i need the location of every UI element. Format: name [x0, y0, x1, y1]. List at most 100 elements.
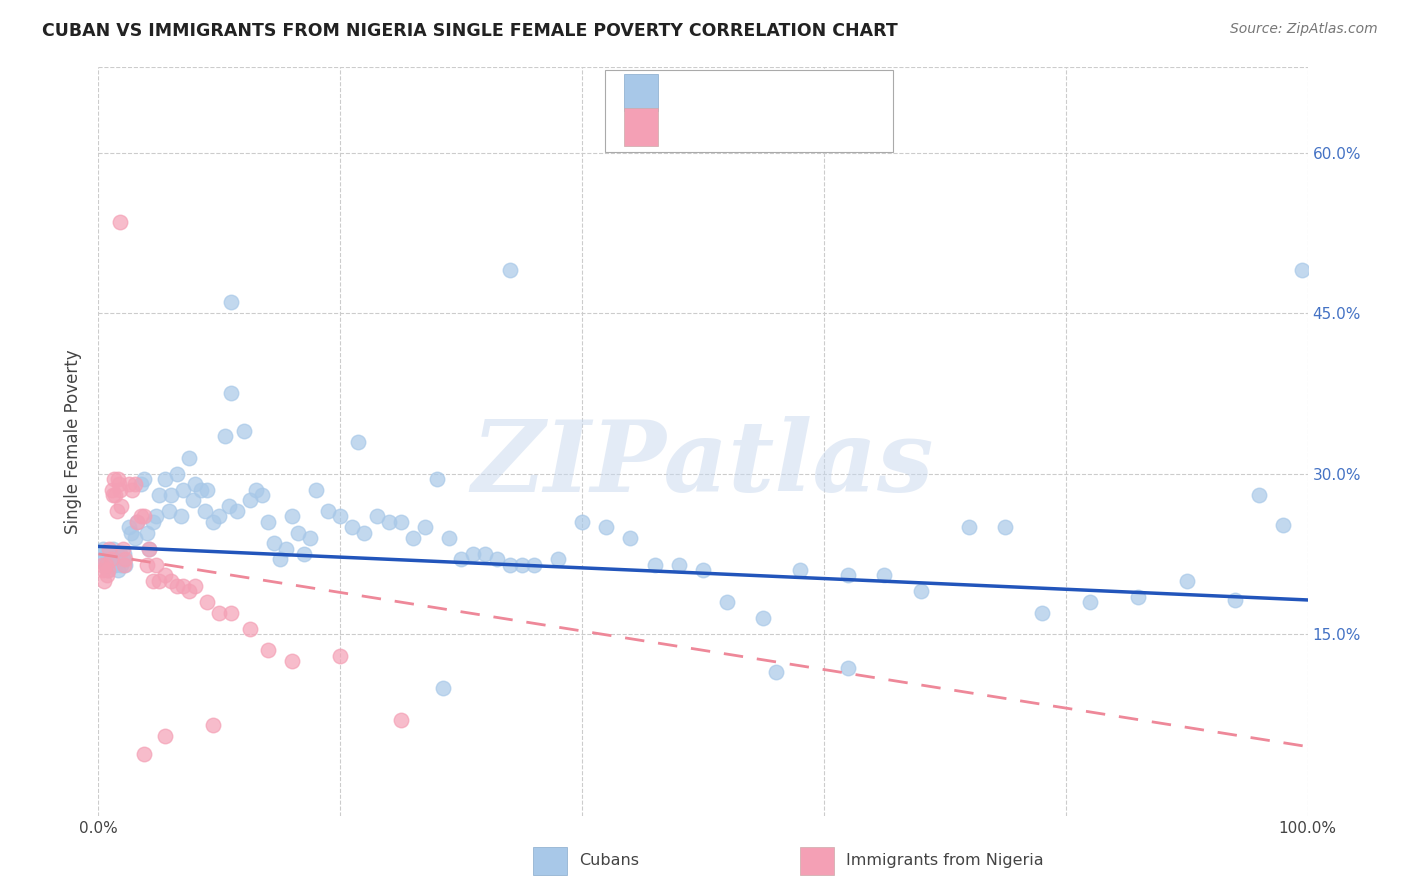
Point	[510, 558, 533, 572]
Point	[837, 661, 859, 675]
Point	[108, 547, 131, 561]
Point	[292, 547, 315, 561]
Point	[1249, 488, 1271, 502]
Point	[145, 509, 167, 524]
Point	[127, 515, 149, 529]
Point	[96, 568, 118, 582]
Point	[127, 515, 149, 529]
Point	[523, 558, 546, 572]
Point	[486, 552, 509, 566]
Text: N =: N =	[797, 83, 834, 97]
Point	[1223, 593, 1246, 607]
Point	[692, 563, 714, 577]
Point	[101, 541, 124, 556]
Point	[226, 504, 249, 518]
Point	[124, 477, 146, 491]
Point	[498, 263, 520, 277]
Point	[105, 547, 128, 561]
Point	[103, 472, 125, 486]
Point	[239, 493, 262, 508]
Point	[129, 477, 152, 491]
Point	[107, 563, 129, 577]
Point	[97, 563, 120, 577]
Point	[98, 541, 121, 556]
Point	[221, 295, 243, 310]
Point	[1031, 606, 1053, 620]
Point	[765, 665, 787, 679]
Point	[256, 515, 278, 529]
Point	[432, 681, 454, 695]
Point	[202, 718, 225, 732]
Point	[498, 558, 520, 572]
Point	[316, 504, 339, 518]
Point	[184, 579, 207, 593]
Text: -0.234: -0.234	[721, 83, 772, 97]
Point	[752, 611, 775, 625]
Point	[108, 477, 131, 491]
Point	[120, 525, 142, 540]
Point	[179, 450, 201, 465]
Point	[135, 558, 157, 572]
Text: R =: R =	[668, 117, 703, 132]
Point	[111, 541, 134, 556]
Point	[108, 552, 131, 566]
Point	[97, 563, 120, 577]
Point	[148, 574, 170, 588]
Text: CUBAN VS IMMIGRANTS FROM NIGERIA SINGLE FEMALE POVERTY CORRELATION CHART: CUBAN VS IMMIGRANTS FROM NIGERIA SINGLE …	[42, 22, 898, 40]
Point	[172, 483, 194, 497]
Text: ZIPatlas: ZIPatlas	[472, 416, 934, 512]
Point	[377, 515, 399, 529]
Point	[100, 558, 122, 572]
Point	[184, 477, 207, 491]
Point	[93, 574, 115, 588]
Point	[94, 558, 117, 572]
Point	[138, 541, 160, 556]
Point	[100, 547, 122, 561]
Point	[329, 509, 352, 524]
Point	[274, 541, 297, 556]
Point	[179, 584, 201, 599]
Point	[142, 515, 165, 529]
Point	[269, 552, 291, 566]
Point	[172, 579, 194, 593]
Point	[153, 729, 176, 743]
Point	[98, 552, 121, 566]
Point	[305, 483, 328, 497]
Point	[114, 558, 136, 572]
Point	[426, 472, 449, 486]
Point	[145, 558, 167, 572]
Point	[214, 429, 236, 443]
Point	[263, 536, 285, 550]
Point	[110, 499, 132, 513]
Point	[1078, 595, 1101, 609]
Point	[716, 595, 738, 609]
Text: -0.051: -0.051	[721, 117, 773, 132]
Point	[366, 509, 388, 524]
Point	[91, 563, 114, 577]
Point	[1291, 263, 1313, 277]
Point	[281, 509, 304, 524]
Point	[138, 541, 160, 556]
Point	[329, 648, 352, 663]
Point	[342, 520, 364, 534]
Point	[195, 595, 218, 609]
Point	[118, 520, 141, 534]
Point	[281, 654, 304, 668]
Point	[547, 552, 569, 566]
Point	[256, 643, 278, 657]
Point	[124, 531, 146, 545]
Point	[353, 525, 375, 540]
Point	[107, 472, 129, 486]
Point	[160, 574, 183, 588]
Point	[112, 558, 135, 572]
Y-axis label: Single Female Poverty: Single Female Poverty	[65, 350, 83, 533]
Point	[389, 515, 412, 529]
Point	[104, 488, 127, 502]
Point	[121, 483, 143, 497]
Text: Source: ZipAtlas.com: Source: ZipAtlas.com	[1230, 22, 1378, 37]
Point	[111, 552, 134, 566]
Point	[160, 488, 183, 502]
Point	[96, 547, 118, 561]
Point	[463, 547, 485, 561]
Point	[910, 584, 932, 599]
